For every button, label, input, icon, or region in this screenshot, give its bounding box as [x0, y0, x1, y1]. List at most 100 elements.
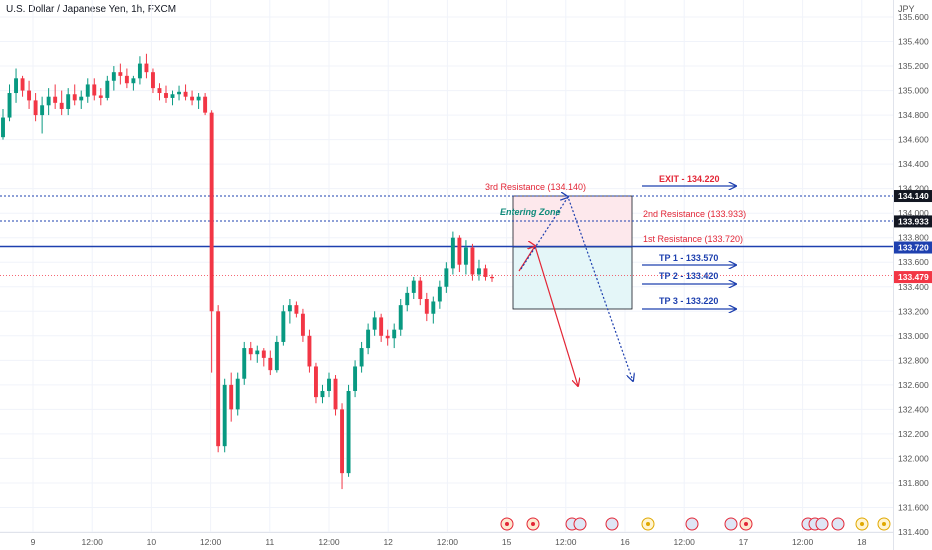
economic-events-row[interactable] [500, 517, 891, 531]
price-tick-label: 132.000 [898, 453, 929, 463]
candle-body [418, 280, 423, 300]
candle-body [14, 78, 18, 94]
us-flag-icon[interactable] [831, 517, 845, 531]
candle-body [327, 378, 331, 391]
candle-body [235, 378, 240, 410]
candle-body [437, 286, 442, 302]
candle-body [405, 292, 410, 306]
candle-body [477, 268, 481, 275]
us-flag-icon[interactable] [605, 517, 619, 531]
candle-body [190, 96, 195, 101]
us-flag-icon[interactable] [685, 517, 699, 531]
candle-body [353, 366, 358, 391]
candle-body [320, 390, 325, 398]
candle-body [463, 247, 468, 265]
resistance-3-label: 3rd Resistance (134.140) [485, 182, 586, 192]
price-axis[interactable]: 135.600 135.400 135.200 135.000 134.800 134.6… [898, 12, 929, 537]
candle-body [398, 305, 403, 330]
candle-body [229, 384, 234, 410]
candle-body [359, 348, 364, 367]
time-tick-label: 12:00 [82, 537, 104, 547]
time-tick-label: 12:00 [674, 537, 696, 547]
candle-body [196, 96, 201, 101]
price-tick-label: 133.000 [898, 331, 929, 341]
candle-body [144, 63, 149, 73]
price-tick-label: 134.800 [898, 110, 929, 120]
candle-body [490, 276, 494, 279]
exit-label: EXIT - 134.220 [659, 174, 720, 184]
candle-body [392, 329, 397, 339]
price-tick-label: 133.600 [898, 257, 929, 267]
candle-body [216, 311, 221, 447]
candle-body [209, 112, 214, 312]
candle-body [444, 268, 449, 287]
time-tick-label: 12:00 [200, 537, 222, 547]
candle-body [385, 335, 390, 339]
price-tags: 134.140 133.933 133.720 133.479 [894, 190, 932, 284]
us-flag-icon[interactable] [724, 517, 738, 531]
candle-body [151, 72, 155, 89]
price-tick-label: 135.600 [898, 12, 929, 22]
candle-body [59, 102, 64, 109]
candle-body [46, 96, 51, 106]
entering-zone-label: Entering Zone [500, 207, 561, 217]
price-tag-box [894, 271, 932, 284]
candle-body [98, 95, 103, 98]
chart-title: U.S. Dollar / Japanese Yen, 1h, FXCM [6, 4, 177, 15]
time-tick-label: 12:00 [792, 537, 814, 547]
candle-body [307, 335, 312, 367]
price-tick-label: 134.000 [898, 208, 929, 218]
price-tick-label: 133.400 [898, 282, 929, 292]
candle-body [92, 84, 97, 96]
candle-body [450, 237, 455, 269]
candle-body [314, 366, 318, 398]
candle-body [457, 237, 462, 265]
price-tick-label: 131.800 [898, 478, 929, 488]
candle-body [79, 96, 84, 101]
candle-body [66, 94, 71, 109]
candle-body [287, 305, 292, 312]
us-flag-icon[interactable] [815, 517, 829, 531]
price-tick-label: 132.800 [898, 355, 929, 365]
candle-body [372, 317, 377, 330]
time-tick-label: 12:00 [555, 537, 577, 547]
blue-dotted-path-arrow[interactable] [520, 197, 633, 381]
candle-body [300, 313, 305, 336]
price-tag-label: 133.720 [898, 243, 929, 253]
price-tick-label: 134.200 [898, 184, 929, 194]
price-tick-label: 131.600 [898, 502, 929, 512]
time-tick-label: 18 [857, 537, 867, 547]
price-tag-box [894, 215, 932, 228]
time-tick-label: 15 [502, 537, 512, 547]
candle-body [170, 94, 175, 98]
time-tick-label: 11 [265, 537, 274, 547]
candle-body [248, 348, 253, 355]
candle-body [379, 317, 384, 336]
us-flag-icon[interactable] [573, 517, 587, 531]
candle-body [105, 80, 110, 98]
candle-body [137, 63, 142, 79]
candle-body [111, 72, 116, 81]
candle-body [157, 88, 162, 94]
take-profit-zone [512, 246, 633, 310]
price-tag-box [894, 241, 932, 254]
candle-body [431, 301, 436, 314]
price-tick-label: 135.200 [898, 61, 929, 71]
price-tag-box [894, 190, 932, 203]
candle-body [340, 409, 344, 474]
candle-body [131, 78, 136, 84]
tp3-label: TP 3 - 133.220 [659, 296, 718, 306]
candle-body [164, 93, 168, 98]
price-tag-label: 133.933 [898, 216, 929, 226]
price-tick-label: 135.400 [898, 37, 929, 47]
candle-body [85, 84, 90, 97]
candle-body [333, 378, 338, 410]
currency-unit: JPY [898, 4, 915, 14]
price-tick-label: 134.400 [898, 159, 929, 169]
price-tick-label: 132.200 [898, 429, 929, 439]
candle-body [366, 329, 371, 349]
time-axis[interactable]: 9 12:00 10 12:00 11 12:00 12 12:00 15 12:00 16 12:0… [31, 537, 867, 547]
candle-body [411, 280, 416, 293]
candle-body [470, 247, 475, 275]
